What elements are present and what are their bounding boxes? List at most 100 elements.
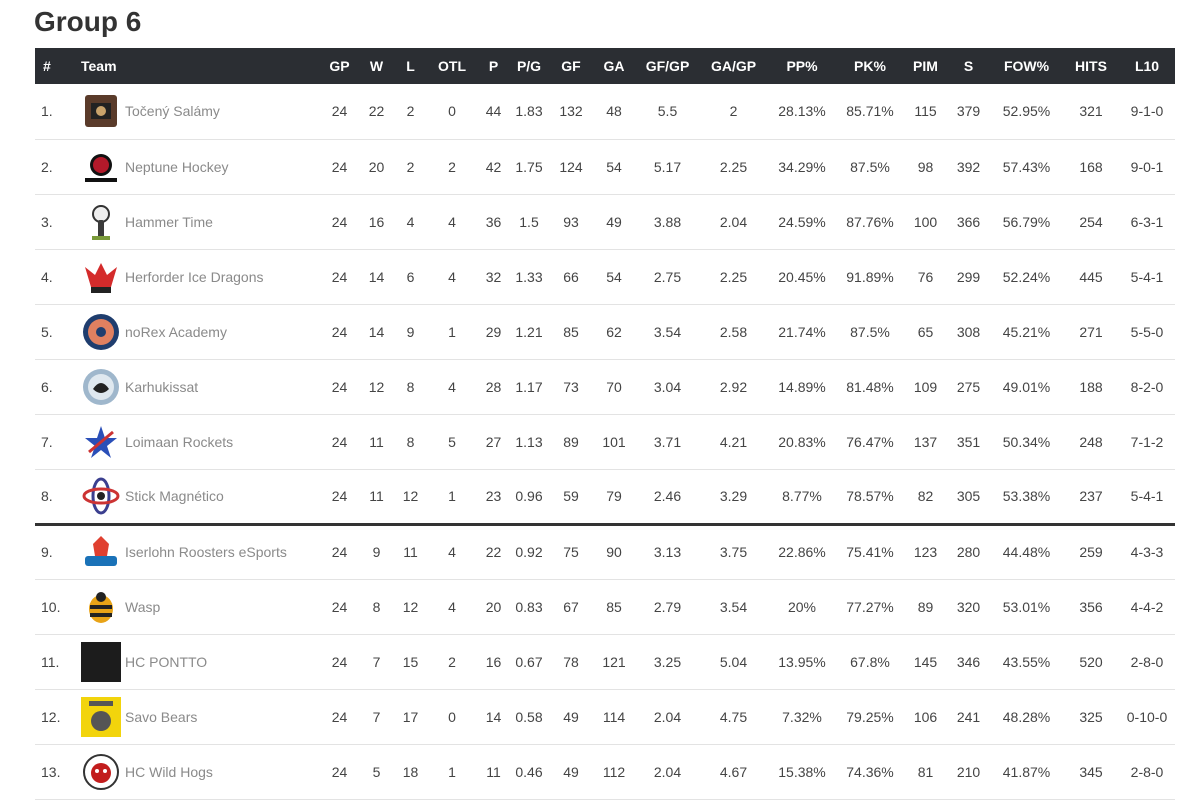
cell-gf: 75: [563, 544, 579, 560]
cell-pp: 34.29%: [778, 158, 826, 175]
cell-w: 14: [368, 268, 385, 285]
team-name[interactable]: HC Wild Hogs: [125, 763, 213, 780]
cell-pim: 82: [917, 488, 934, 504]
cell-l10: 4-4-2: [1130, 598, 1164, 615]
cell-ga: 70: [606, 378, 622, 395]
column-header-team[interactable]: Team: [81, 58, 117, 74]
team-name[interactable]: Stick Magnético: [125, 488, 224, 504]
cell-ga: 101: [602, 433, 626, 450]
salamy-logo-icon: [85, 95, 117, 128]
cell-pg: 1.33: [515, 268, 543, 285]
team-name[interactable]: Iserlohn Roosters eSports: [125, 544, 287, 560]
team-name[interactable]: Herforder Ice Dragons: [125, 268, 264, 285]
column-header-l[interactable]: L: [406, 58, 415, 74]
cell-fow: 52.95%: [1002, 103, 1051, 120]
cell-otl: 4: [448, 213, 456, 230]
team-link[interactable]: Herforder Ice Dragons: [81, 257, 322, 297]
cell-gagp: 2.25: [719, 158, 748, 175]
karhukissat-logo-icon: [83, 368, 119, 405]
cell-pg: 0.67: [515, 653, 543, 670]
table-row: 7. Loimaan Rockets 24 11 8 5 27 1.13 89 101 3.71 4.…: [35, 414, 1175, 469]
cell-gfgp: 3.13: [653, 544, 682, 560]
column-header-pg[interactable]: P/G: [516, 58, 542, 74]
table-row: 11. HC PONTTO 24 7 15 2 16 0.67 78 121 3.25 5.04 13.…: [35, 634, 1175, 689]
cell-l: 12: [402, 488, 419, 504]
cell-p: 16: [485, 653, 502, 670]
cell-l10: 7-1-2: [1130, 433, 1164, 450]
cell-l10: 5-4-1: [1130, 488, 1164, 504]
team-link[interactable]: Karhukissat: [81, 367, 322, 407]
team-link[interactable]: Iserlohn Roosters eSports: [81, 532, 322, 572]
column-header-hits[interactable]: HITS: [1075, 58, 1107, 74]
column-header-pk[interactable]: PK%: [854, 58, 886, 74]
team-link[interactable]: noRex Academy: [81, 312, 322, 352]
cell-l10: 6-3-1: [1130, 213, 1164, 230]
cell-w: 5: [372, 763, 381, 780]
table-header-row: # Team GP W L OTL P P/G GF GA GF/GP GA/GP PP% PK% PIM S…: [35, 48, 1175, 84]
savo-bears-logo-icon: [81, 696, 121, 737]
column-header-s[interactable]: S: [963, 58, 974, 74]
column-header-p[interactable]: P: [488, 58, 499, 74]
column-header-pp[interactable]: PP%: [786, 58, 818, 74]
cell-ga: 48: [606, 103, 622, 120]
cell-gf: 132: [559, 103, 583, 120]
column-header-gfgp[interactable]: GF/GP: [645, 58, 690, 74]
cell-gp: 24: [331, 323, 348, 340]
cell-l10: 9-1-0: [1130, 103, 1164, 120]
cell-gfgp: 2.75: [653, 268, 682, 285]
cell-pim: 65: [917, 323, 934, 340]
team-name[interactable]: Loimaan Rockets: [125, 433, 234, 450]
team-link[interactable]: Hammer Time: [81, 202, 322, 242]
cell-team: Stick Magnético: [77, 469, 322, 524]
team-name[interactable]: noRex Academy: [125, 323, 227, 340]
team-link[interactable]: Loimaan Rockets: [81, 422, 322, 462]
cell-otl: 4: [448, 544, 456, 560]
cell-gagp: 4.21: [719, 433, 748, 450]
cell-pk: 87.5%: [850, 323, 890, 340]
column-header-fow[interactable]: FOW%: [1003, 58, 1050, 74]
cell-pp: 28.13%: [778, 103, 826, 120]
column-header-gagp[interactable]: GA/GP: [710, 58, 757, 74]
team-name[interactable]: Točený Salámy: [125, 103, 220, 120]
cell-l: 9: [406, 323, 415, 340]
team-link[interactable]: Točený Salámy: [81, 91, 322, 131]
cell-team: Iserlohn Roosters eSports: [77, 524, 322, 579]
team-name[interactable]: Neptune Hockey: [125, 158, 229, 175]
team-name[interactable]: Hammer Time: [125, 213, 213, 230]
cell-gp: 24: [331, 103, 348, 120]
team-name[interactable]: Savo Bears: [125, 708, 198, 725]
page-title: Group 6: [34, 6, 142, 37]
team-link[interactable]: HC PONTTO: [81, 641, 322, 682]
team-link[interactable]: Neptune Hockey: [81, 147, 322, 187]
cell-l10: 9-0-1: [1130, 158, 1164, 175]
cell-gagp: 2.58: [719, 323, 748, 340]
cell-pim: 137: [913, 433, 938, 450]
team-name[interactable]: Wasp: [125, 598, 161, 615]
team-name[interactable]: Karhukissat: [125, 378, 199, 395]
team-link[interactable]: Stick Magnético: [81, 476, 322, 516]
dragon-logo-icon: [85, 262, 117, 293]
column-header-pim[interactable]: PIM: [913, 58, 938, 74]
cell-fow: 48.28%: [1002, 708, 1051, 725]
cell-s: 320: [956, 598, 981, 615]
column-header-gp[interactable]: GP: [329, 58, 350, 74]
cell-gagp: 5.04: [719, 653, 748, 670]
team-name[interactable]: HC PONTTO: [125, 653, 208, 670]
cell-w: 12: [368, 378, 385, 395]
column-header-gf[interactable]: GF: [561, 58, 581, 74]
cell-gfgp: 5.17: [653, 158, 682, 175]
cell-team: noRex Academy: [77, 304, 322, 359]
cell-ga: 121: [602, 653, 626, 670]
cell-gf: 59: [563, 488, 579, 504]
column-header-otl[interactable]: OTL: [438, 58, 466, 74]
column-header-w[interactable]: W: [369, 58, 384, 74]
team-link[interactable]: Wasp: [81, 587, 322, 627]
table-row: 3. Hammer Time 24 16 4 4 36 1.5 93 49 3.88 2.04 24.5…: [35, 194, 1175, 249]
cell-p: 22: [485, 544, 502, 560]
column-header-ga[interactable]: GA: [603, 58, 625, 74]
column-header-l10[interactable]: L10: [1134, 58, 1160, 74]
team-link[interactable]: HC Wild Hogs: [81, 752, 322, 792]
cell-gp: 24: [331, 544, 348, 560]
team-link[interactable]: Savo Bears: [81, 696, 322, 737]
column-header-num[interactable]: #: [43, 58, 51, 74]
